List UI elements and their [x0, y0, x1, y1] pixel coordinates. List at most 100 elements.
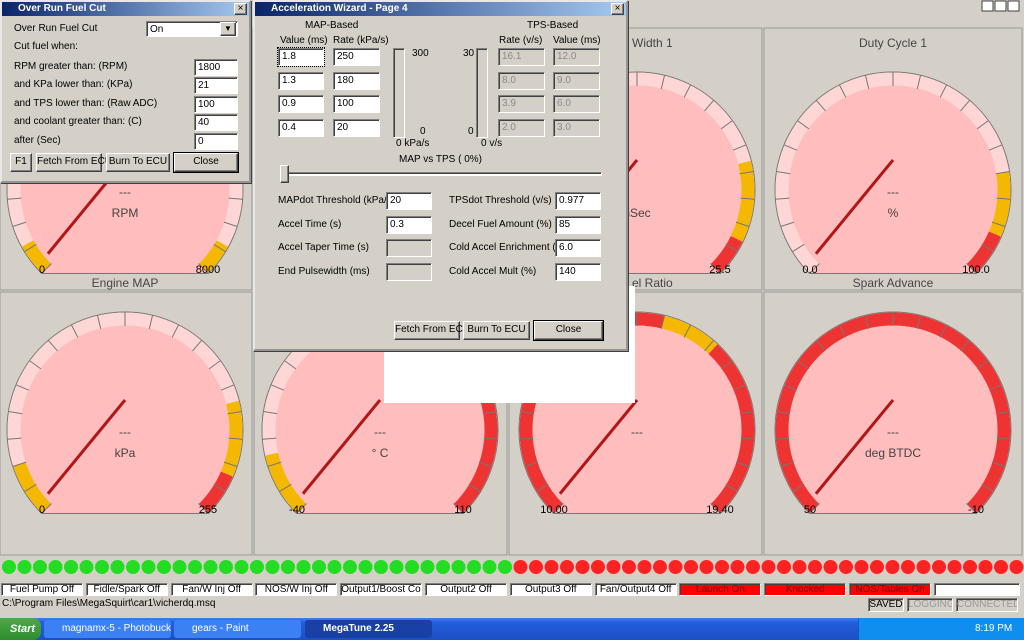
led [746, 560, 760, 574]
gauge-tick [864, 315, 870, 329]
file-path: C:\Program Files\MegaSquirt\car1\vicherd… [2, 598, 216, 609]
bar-reading: 0 kPa/s [396, 138, 430, 149]
led [637, 560, 652, 574]
gauge-tick [710, 263, 721, 274]
gauge-face [6, 311, 244, 514]
gauge-tick [171, 324, 180, 338]
button[interactable]: Burn To ECU [463, 321, 530, 340]
led [560, 560, 574, 574]
field-input[interactable]: 0 [194, 132, 238, 150]
gauge-value: --- [887, 185, 899, 199]
table-cell[interactable]: 0.9 [278, 95, 324, 114]
led [870, 560, 884, 574]
gauge-tick [296, 503, 307, 514]
gauge-tick [7, 437, 22, 440]
gauge-tick [148, 315, 154, 329]
column-header: Rate (kPa/s) [333, 35, 389, 46]
gauge-tick [996, 437, 1011, 440]
table-cell[interactable]: 0.4 [278, 119, 324, 138]
button[interactable]: F1 [10, 153, 32, 172]
field-label: RPM greater than: (RPM) [14, 61, 128, 72]
field-label: Accel Taper Time (s) [278, 242, 369, 254]
button[interactable]: Close [173, 152, 239, 173]
section-header: MAP-Based [305, 20, 359, 31]
led [358, 560, 373, 574]
gauge-tick [227, 411, 242, 415]
maximize-button[interactable] [994, 0, 1007, 12]
button[interactable]: Burn To ECU [106, 153, 170, 172]
gauge-tick [198, 503, 209, 514]
gauge-tick [797, 120, 810, 130]
table-cell[interactable]: 250 [333, 48, 380, 66]
table-cell: 9.0 [553, 71, 600, 90]
gauge-unit: kPa [115, 446, 136, 460]
field-input[interactable]: 1800 [194, 59, 238, 76]
gauge-tick [981, 243, 994, 253]
gauge-tick [220, 384, 235, 391]
gauge-tick [981, 483, 994, 493]
led [2, 560, 16, 574]
field-label: Decel Fuel Amount (%) [449, 218, 552, 230]
gauge-tick [815, 99, 826, 112]
field-label: Accel Time (s) [278, 218, 342, 230]
field-input[interactable]: 140 [555, 262, 601, 281]
table-cell[interactable]: 1.3 [278, 71, 324, 90]
led [885, 560, 900, 574]
minimize-button[interactable] [981, 0, 994, 12]
led [436, 560, 450, 574]
indicator: Knocked [764, 583, 847, 596]
indicator: Output1/Boost Cont [340, 583, 423, 596]
title-bar: Acceleration Wizard - Page 4 [255, 2, 626, 16]
system-tray [858, 618, 1024, 640]
task-button[interactable]: MegaTune 2.25 [305, 620, 432, 638]
field-input[interactable]: 20 [386, 192, 432, 210]
button[interactable]: Fetch From ECU [394, 321, 470, 340]
led [575, 560, 590, 574]
led [994, 560, 1008, 574]
dropdown-arrow[interactable]: ▼ [220, 22, 236, 36]
field-input[interactable]: 21 [194, 77, 238, 95]
table-cell[interactable]: 180 [333, 71, 380, 90]
table-cell[interactable]: 100 [333, 95, 380, 114]
gauge-tick [536, 483, 549, 493]
start-button[interactable]: Start [0, 618, 41, 640]
gauge-tick [996, 197, 1011, 200]
led [854, 560, 869, 574]
field-input[interactable]: 0.3 [386, 215, 432, 234]
select-box[interactable]: On [146, 21, 238, 37]
clock: 8:19 PM [975, 623, 1013, 634]
gauge-tick [864, 75, 870, 89]
button[interactable]: Fetch From ECU [36, 153, 112, 172]
slider-thumb[interactable] [280, 165, 289, 183]
gauge-unit: % [888, 206, 899, 220]
bar-top-label: 30 [463, 48, 475, 59]
led [947, 560, 962, 574]
field-input[interactable]: 40 [194, 114, 238, 132]
close-button[interactable] [1007, 0, 1020, 12]
close-x[interactable]: × [611, 3, 624, 15]
task-button[interactable]: gears - Paint [174, 620, 301, 638]
field-input[interactable]: 0.977 [555, 192, 601, 210]
field-input[interactable]: 100 [194, 95, 238, 113]
indicator: Launch On [679, 583, 762, 596]
gauge-tick [725, 243, 738, 253]
table-cell[interactable]: 20 [333, 119, 380, 138]
button[interactable]: Close [533, 320, 604, 341]
led [327, 560, 342, 574]
led [808, 560, 822, 574]
indicator: Output2 Off [425, 583, 507, 596]
table-cell[interactable]: 1.8 [277, 47, 325, 67]
gauge-tick [815, 339, 826, 352]
bar-gauge [476, 48, 488, 138]
task-button[interactable]: magnamx-5 - Photobuck... [44, 620, 171, 638]
gauge-tick [991, 221, 1006, 227]
gauge-tick [12, 221, 27, 227]
field-label: and TPS lower than: (Raw ADC) [14, 97, 158, 109]
field-input[interactable]: 85 [555, 215, 601, 234]
close-x[interactable]: × [234, 3, 247, 15]
field-input[interactable]: 6.0 [555, 239, 601, 258]
gauge-tick [797, 360, 810, 370]
gauge-tick [735, 221, 750, 227]
field-label: End Pulsewidth (ms) [278, 265, 370, 277]
led [296, 560, 311, 574]
